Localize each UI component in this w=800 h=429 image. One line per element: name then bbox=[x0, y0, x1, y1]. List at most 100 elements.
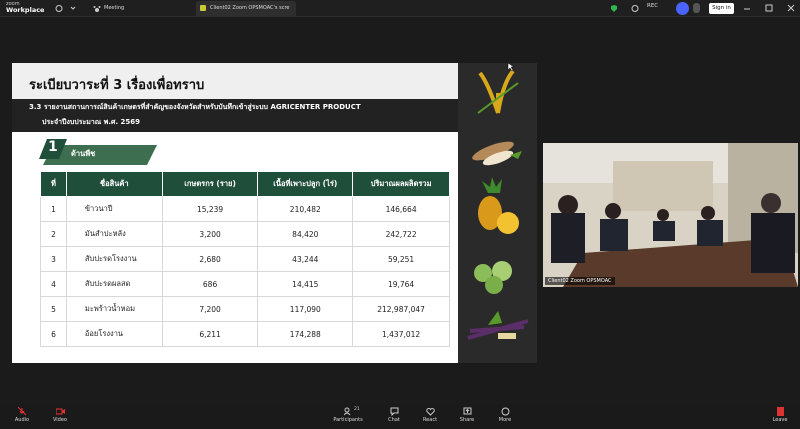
cassava-image bbox=[472, 141, 522, 166]
table-cell: 1 bbox=[40, 196, 67, 222]
table-cell: 7,200 bbox=[161, 296, 259, 322]
app-product: Workplace bbox=[6, 6, 45, 14]
table-cell: 146,664 bbox=[352, 196, 450, 222]
window-controls[interactable] bbox=[744, 4, 796, 13]
history-icons[interactable] bbox=[55, 4, 79, 13]
toolbar-icon bbox=[776, 407, 784, 416]
toolbar-button[interactable]: Participants bbox=[328, 404, 368, 423]
section-number: 1 bbox=[48, 139, 58, 155]
slide-title: ระเบียบวาระที่ 3 เรื่องเพื่อทราบ bbox=[29, 78, 205, 93]
table-row: 4 สับปะรดผลสด 686 14,415 19,764 bbox=[40, 271, 450, 297]
table-cell: 19,764 bbox=[352, 271, 450, 297]
toolbar-label: Video bbox=[52, 417, 67, 423]
table-row: 6 อ้อยโรงงาน 6,211 174,288 1,437,012 bbox=[40, 321, 450, 347]
header-row: ที่ ชื่อสินค้า เกษตรกร (ราย) เนื้อที่เพาะปล… bbox=[40, 171, 450, 197]
title-bar: zoom Workplace Meeting Client02 Zoom OPS… bbox=[0, 0, 800, 17]
table-cell: มะพร้าวน้ำหอม bbox=[65, 296, 163, 322]
table-cell: 2 bbox=[40, 221, 67, 247]
table-cell: 3 bbox=[40, 246, 67, 272]
toolbar-button[interactable]: Share bbox=[447, 404, 487, 423]
table-row: 3 สับปะรดโรงงาน 2,680 43,244 59,251 bbox=[40, 246, 450, 272]
produce-panel bbox=[458, 63, 537, 363]
table-row: 2 มันสำปะหลัง 3,200 84,420 242,722 bbox=[40, 221, 450, 247]
coconut-image bbox=[474, 261, 512, 294]
ai-companion[interactable] bbox=[676, 2, 689, 15]
table-cell: 43,244 bbox=[257, 246, 354, 272]
toolbar-label: More bbox=[498, 417, 512, 423]
table-row: 1 ข้าวนาปี 15,239 210,482 146,664 bbox=[40, 196, 450, 222]
table-cell: สับปะรดผลสด bbox=[65, 271, 163, 297]
slide-subtitle: ประจำปีงบประมาณ พ.ศ. 2569 bbox=[42, 118, 141, 126]
app-logo: zoom Workplace bbox=[6, 1, 44, 13]
column-header: ปริมาณผลผลิตรวม bbox=[352, 171, 450, 197]
table-cell: 15,239 bbox=[161, 196, 259, 222]
column-header: เกษตรกร (ราย) bbox=[161, 171, 259, 197]
table-cell: 84,420 bbox=[257, 221, 354, 247]
rec-indicator[interactable]: REC bbox=[647, 3, 659, 9]
mouse-cursor bbox=[507, 62, 515, 71]
avatar[interactable] bbox=[693, 3, 700, 13]
table-cell: 242,722 bbox=[352, 221, 450, 247]
table-cell: ข้าวนาปี bbox=[65, 196, 163, 222]
toolbar-icon bbox=[17, 407, 26, 416]
toolbar-icon bbox=[425, 408, 435, 416]
toolbar-button[interactable]: Audio bbox=[2, 404, 42, 423]
toolbar-label: Chat bbox=[388, 417, 400, 423]
column-header: ที่ bbox=[40, 171, 67, 197]
sugarcane-image bbox=[467, 311, 529, 340]
toolbar-label: Participants bbox=[333, 417, 363, 423]
table-cell: 5 bbox=[40, 296, 67, 322]
video-tile: Client02 Zoom OPSMOAC bbox=[543, 143, 798, 287]
title-band bbox=[12, 63, 458, 101]
toolbar-icon bbox=[463, 407, 471, 415]
table-cell: 174,288 bbox=[257, 321, 354, 347]
crop-table: ที่ ชื่อสินค้า เกษตรกร (ราย) เนื้อที่เพาะปล… bbox=[40, 171, 450, 347]
toolbar-icon bbox=[501, 407, 509, 416]
toolbar-label: Leave bbox=[772, 417, 788, 423]
toolbar-button[interactable]: React bbox=[410, 404, 450, 423]
table-cell: สับปะรดโรงงาน bbox=[65, 246, 163, 272]
toolbar-icon bbox=[343, 407, 350, 416]
toolbar-button[interactable]: Leave bbox=[760, 404, 800, 423]
table-cell: 59,251 bbox=[352, 246, 450, 272]
video-scene bbox=[543, 143, 798, 287]
paw-icon bbox=[93, 6, 101, 12]
share-tab[interactable]: Client02 Zoom OPSMOAC's scre bbox=[196, 1, 296, 16]
toolbar-button[interactable]: Video bbox=[40, 404, 80, 423]
table-cell: 3,200 bbox=[161, 221, 259, 247]
table-cell: 117,090 bbox=[257, 296, 354, 322]
toolbar-label: React bbox=[422, 417, 438, 423]
section-tag bbox=[39, 139, 157, 165]
toolbar-icon bbox=[55, 408, 65, 415]
table-cell: 212,987,047 bbox=[352, 296, 450, 322]
tab-icon bbox=[200, 5, 206, 11]
rice-image bbox=[477, 69, 519, 114]
table-cell: 210,482 bbox=[257, 196, 354, 222]
app-name: zoom bbox=[6, 1, 20, 7]
meeting-tab[interactable]: Meeting bbox=[104, 5, 125, 11]
table-cell: 2,680 bbox=[161, 246, 259, 272]
toolbar-label: Share bbox=[459, 417, 475, 423]
table-cell: 6,211 bbox=[161, 321, 259, 347]
meeting-toolbar: Audio Video Participants Chat React Share More… bbox=[0, 404, 800, 429]
section-label: ด้านพืช bbox=[71, 149, 96, 158]
column-header: ชื่อสินค้า bbox=[65, 171, 163, 197]
table-cell: มันสำปะหลัง bbox=[65, 221, 163, 247]
status-icons bbox=[611, 5, 639, 12]
slide-subtitle: 3.3 รายงานสถานการณ์สินค้าเกษตรที่สำคัญขอ… bbox=[29, 103, 361, 111]
table-cell: อ้อยโรงงาน bbox=[65, 321, 163, 347]
subtitle-band bbox=[12, 99, 458, 132]
table-cell: 686 bbox=[161, 271, 259, 297]
sign-in-button[interactable]: Sign in bbox=[709, 3, 734, 14]
pineapple-image bbox=[478, 177, 519, 234]
toolbar-icon bbox=[390, 407, 398, 416]
table-cell: 1,437,012 bbox=[352, 321, 450, 347]
participants-count: 21 bbox=[354, 407, 360, 412]
table-row: 5 มะพร้าวน้ำหอม 7,200 117,090 212,987,047 bbox=[40, 296, 450, 322]
shared-slide: ระเบียบวาระที่ 3 เรื่องเพื่อทราบ 3.3 ราย… bbox=[12, 63, 537, 363]
toolbar-label: Audio bbox=[14, 417, 30, 423]
toolbar-button[interactable]: Chat bbox=[374, 404, 414, 423]
column-header: เนื้อที่เพาะปลูก (ไร่) bbox=[257, 171, 354, 197]
toolbar-button[interactable]: More bbox=[485, 404, 525, 423]
